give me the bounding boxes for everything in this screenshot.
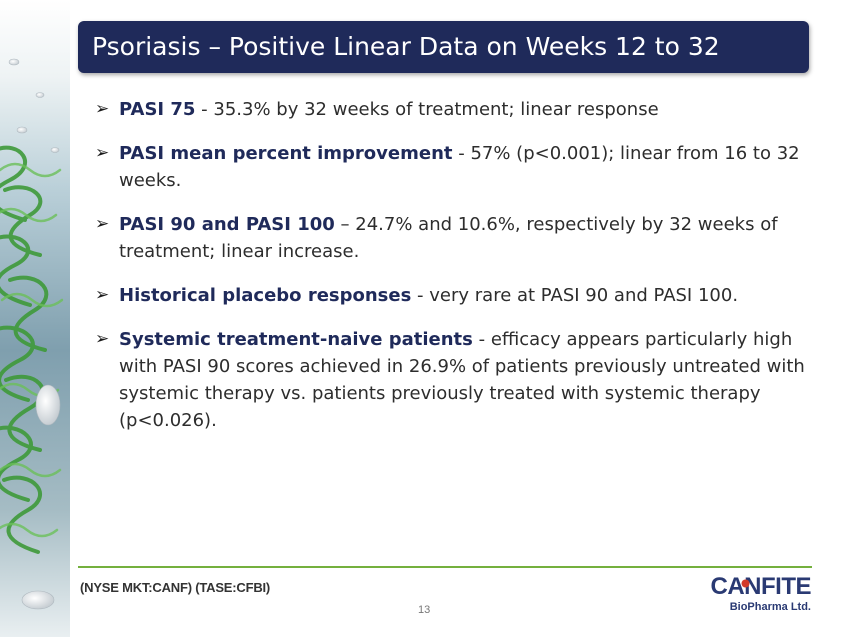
bullet-heading: Systemic treatment-naive patients	[119, 329, 473, 350]
sidebar-decoration	[0, 0, 78, 637]
footer-divider	[78, 566, 812, 568]
logo-subtitle: BioPharma Ltd.	[729, 601, 811, 613]
bullet-text: - 35.3% by 32 weeks of treatment; linear…	[195, 99, 659, 120]
list-item: ➢ Systemic treatment-naive patients - ef…	[95, 326, 810, 434]
arrow-bullet-icon: ➢	[95, 143, 110, 163]
list-item: ➢ PASI 90 and PASI 100 – 24.7% and 10.6%…	[95, 211, 810, 265]
bullet-text: - 57% (p<0.001); linear from 16 to 32 we…	[119, 143, 800, 191]
arrow-bullet-icon: ➢	[95, 99, 110, 119]
bullet-heading: Historical placebo responses	[119, 285, 412, 306]
list-item: ➢ PASI 75 - 35.3% by 32 weeks of treatme…	[95, 96, 810, 123]
list-item: ➢ PASI mean percent improvement - 57% (p…	[95, 140, 810, 194]
bullet-heading: PASI 90 and PASI 100	[119, 214, 335, 235]
bullet-text: - efficacy appears particularly high wit…	[119, 329, 805, 431]
arrow-bullet-icon: ➢	[95, 285, 110, 305]
bullet-list: ➢ PASI 75 - 35.3% by 32 weeks of treatme…	[95, 96, 810, 451]
slide-title: Psoriasis – Positive Linear Data on Week…	[78, 21, 809, 73]
bullet-text: - very rare at PASI 90 and PASI 100.	[411, 285, 739, 306]
bullet-text: – 24.7% and 10.6%, respectively by 32 we…	[119, 214, 778, 262]
molecule-decoration	[0, 0, 78, 637]
bullet-heading: PASI 75	[119, 99, 196, 120]
logo-dot-icon	[741, 579, 750, 588]
company-logo: CANFITE BioPharma Ltd.	[683, 573, 815, 621]
stock-ticker: (NYSE MKT:CANF) (TASE:CFBI)	[80, 580, 271, 595]
bullet-heading: PASI mean percent improvement	[119, 143, 453, 164]
page-number: 13	[418, 604, 431, 616]
arrow-bullet-icon: ➢	[95, 214, 110, 234]
arrow-bullet-icon: ➢	[95, 329, 110, 349]
logo-wordmark: CANFITE	[710, 573, 812, 600]
list-item: ➢ Historical placebo responses - very ra…	[95, 282, 810, 309]
